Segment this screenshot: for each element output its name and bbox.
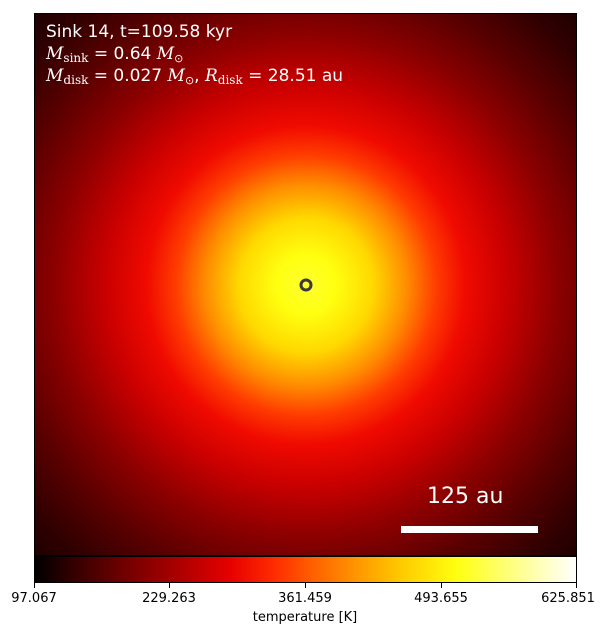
scale-bar: [401, 526, 538, 533]
colorbar: [34, 556, 577, 583]
scale-bar-label: 125 au: [427, 484, 504, 509]
colorbar-tick: [576, 583, 577, 588]
colorbar-tick: [169, 583, 170, 588]
colorbar-tick-label: 97.067: [11, 591, 57, 606]
colorbar-tick-label: 229.263: [142, 591, 196, 606]
colorbar-tick: [441, 583, 442, 588]
colorbar-tick: [305, 583, 306, 588]
disk-mass-radius-label: Mdisk = 0.027 M⊙, Rdisk = 28.51 au: [46, 66, 344, 87]
temperature-map: [35, 14, 576, 555]
colorbar-label: temperature [K]: [252, 610, 358, 625]
colorbar-tick-label: 493.655: [414, 591, 468, 606]
sink-marker-icon: [299, 278, 313, 292]
colorbar-tick-label: 361.459: [278, 591, 332, 606]
sink-mass-label: Msink = 0.64 M⊙: [46, 44, 184, 65]
colorbar-tick-label: 625.851: [541, 591, 595, 606]
colorbar-tick: [34, 583, 35, 588]
panel-title: Sink 14, t=109.58 kyr: [46, 22, 233, 42]
heat-field: [35, 14, 576, 555]
temperature-map-panel: Sink 14, t=109.58 kyr Msink = 0.64 M⊙ Md…: [34, 13, 577, 556]
